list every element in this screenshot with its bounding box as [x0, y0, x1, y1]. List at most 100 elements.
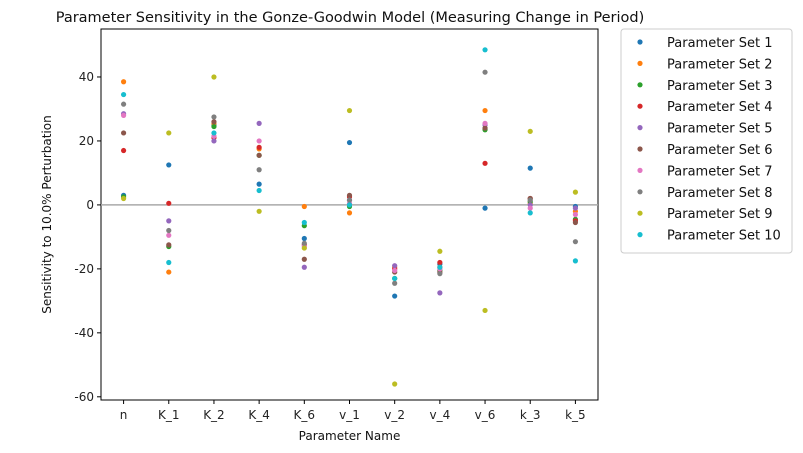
- data-point-set-4-K_4: [256, 144, 262, 150]
- data-point-set-9-v_1: [346, 107, 353, 114]
- y-tick-label: 20: [79, 134, 94, 148]
- x-tick-label-K_4: K_4: [248, 408, 270, 422]
- data-point-set-2-v_1: [346, 210, 353, 216]
- legend-label: Parameter Set 5: [667, 122, 773, 137]
- chart-title: Parameter Sensitivity in the Gonze-Goodw…: [56, 10, 645, 26]
- legend-entry-6: Parameter Set 6: [637, 143, 773, 158]
- data-point-set-5-K_6: [301, 264, 307, 270]
- data-point-set-2-n: [120, 79, 127, 85]
- legend-label: Parameter Set 2: [667, 57, 773, 72]
- x-tick-label-v_6: v_6: [475, 408, 496, 422]
- data-point-set-7-v_6: [482, 120, 488, 126]
- y-axis-label: Sensitivity to 10.0% Perturbation: [40, 115, 54, 313]
- data-point-set-2-K_1: [166, 269, 172, 275]
- legend-marker: [637, 167, 643, 173]
- data-point-set-10-v_1: [346, 202, 353, 208]
- data-point-set-8-k_5: [572, 239, 579, 245]
- data-point-set-7-v_2: [392, 267, 398, 274]
- data-point-set-10-K_4: [256, 187, 262, 194]
- data-point-set-6-v_6: [482, 125, 488, 131]
- legend-marker: [637, 210, 643, 216]
- legend-entry-5: Parameter Set 5: [637, 122, 773, 137]
- data-point-set-8-K_4: [256, 167, 262, 173]
- data-point-set-8-v_2: [392, 280, 398, 286]
- data-point-set-7-k_3: [527, 205, 533, 211]
- x-tick-label-v_1: v_1: [339, 408, 360, 422]
- data-point-set-6-K_1: [166, 242, 172, 248]
- data-point-set-1-v_2: [392, 293, 398, 299]
- x-tick-label-k_5: k_5: [565, 408, 586, 422]
- data-point-set-6-v_1: [346, 192, 353, 198]
- data-point-set-1-v_1: [346, 139, 353, 146]
- legend-entry-4: Parameter Set 4: [637, 100, 773, 115]
- data-point-set-9-K_1: [166, 130, 172, 136]
- legend-entry-2: Parameter Set 2: [637, 57, 773, 72]
- data-point-set-9-K_2: [211, 74, 217, 80]
- x-tick-label-k_3: k_3: [520, 408, 541, 422]
- data-point-set-9-n: [120, 195, 127, 202]
- data-point-set-5-v_2: [392, 263, 398, 269]
- legend-entry-3: Parameter Set 3: [637, 79, 773, 94]
- data-point-set-6-K_2: [211, 119, 217, 125]
- data-point-set-7-n: [120, 112, 127, 118]
- data-point-set-7-K_1: [166, 232, 172, 238]
- data-point-set-9-v_4: [437, 248, 443, 254]
- legend-entry-10: Parameter Set 10: [637, 229, 781, 244]
- data-point-set-7-k_5: [572, 211, 579, 218]
- legend-entry-1: Parameter Set 1: [637, 36, 773, 51]
- data-point-set-8-v_4: [437, 271, 443, 277]
- data-point-set-9-k_3: [527, 128, 533, 134]
- data-point-set-10-K_2: [211, 130, 217, 136]
- data-point-set-4-n: [120, 147, 127, 154]
- legend: Parameter Set 1 Parameter Set 2 Parameter …: [620, 28, 793, 254]
- data-point-set-9-v_6: [482, 307, 488, 314]
- data-point-set-8-v_1: [346, 197, 353, 203]
- data-point-set-9-K_4: [256, 208, 262, 214]
- data-point-set-1-K_1: [166, 162, 172, 168]
- legend-marker: [637, 232, 643, 238]
- data-point-set-8-K_1: [166, 227, 172, 234]
- data-point-set-3-K_2: [211, 123, 217, 130]
- data-point-set-10-k_3: [527, 210, 533, 216]
- data-point-set-1-v_6: [482, 205, 488, 211]
- data-point-set-10-K_1: [166, 259, 172, 266]
- legend-label: Parameter Set 6: [667, 143, 773, 158]
- data-point-set-8-K_2: [211, 114, 217, 120]
- data-point-set-1-K_6: [301, 235, 307, 242]
- legend-box: [620, 28, 793, 254]
- data-point-set-5-v_4: [437, 290, 443, 296]
- legend-marker: [637, 103, 643, 109]
- data-point-set-5-K_1: [166, 218, 172, 224]
- legend-label: Parameter Set 10: [667, 229, 781, 244]
- data-point-set-4-v_4: [437, 259, 443, 266]
- legend-entry-8: Parameter Set 8: [637, 186, 773, 201]
- data-point-set-1-K_4: [256, 181, 262, 187]
- legend-entry-7: Parameter Set 7: [637, 164, 773, 179]
- legend-label: Parameter Set 1: [667, 36, 773, 51]
- legend-marker: [637, 60, 643, 66]
- data-point-set-8-n: [120, 101, 127, 107]
- data-points: [120, 47, 579, 387]
- data-point-set-8-v_6: [482, 69, 488, 75]
- data-point-set-9-v_2: [392, 381, 398, 387]
- x-tick-label-v_4: v_4: [429, 408, 450, 422]
- data-point-set-8-K_6: [301, 240, 307, 246]
- legend-marker: [637, 189, 643, 195]
- data-point-set-8-k_3: [527, 197, 533, 203]
- legend-entry-9: Parameter Set 9: [637, 207, 773, 222]
- y-tick-label: -20: [74, 262, 94, 276]
- data-point-set-4-v_6: [482, 160, 488, 166]
- data-point-set-5-K_4: [256, 120, 262, 126]
- legend-label: Parameter Set 7: [667, 164, 773, 179]
- legend-marker: [637, 39, 643, 45]
- data-point-set-2-K_6: [301, 203, 307, 210]
- data-point-set-6-k_5: [572, 219, 579, 226]
- data-point-set-10-k_5: [572, 258, 579, 264]
- data-point-set-9-k_5: [572, 189, 579, 195]
- data-point-set-6-K_6: [301, 256, 307, 262]
- legend-label: Parameter Set 8: [667, 186, 773, 201]
- legend-label: Parameter Set 9: [667, 207, 773, 222]
- data-point-set-10-v_2: [392, 275, 398, 282]
- data-point-set-6-K_4: [256, 152, 262, 158]
